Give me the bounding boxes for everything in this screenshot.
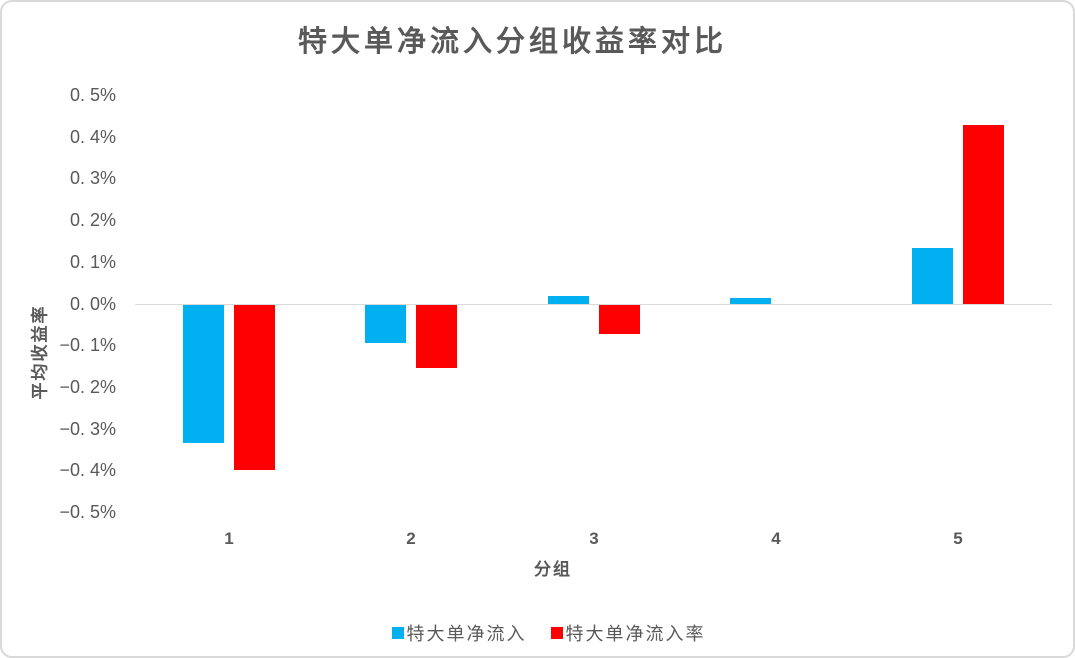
bar-group1-series1	[234, 305, 275, 470]
plot-area	[135, 95, 1052, 512]
y-tick-label: 0. 5%	[69, 85, 116, 105]
y-tick-label: 0. 3%	[69, 168, 116, 188]
x-tick-label-5: 5	[953, 529, 963, 548]
bar-group3-series1	[599, 305, 640, 334]
legend-label: 特大单净流入率	[565, 624, 706, 644]
x-axis-line	[135, 304, 1052, 305]
legend-swatch-icon	[550, 627, 563, 639]
x-tick-label-4: 4	[771, 529, 781, 548]
legend: 特大单净流入 特大单净流入率	[2, 620, 1073, 646]
y-tick-label: −0. 1%	[59, 335, 116, 355]
legend-label: 特大单净流入	[406, 624, 527, 644]
bar-group2-series1	[416, 305, 457, 368]
y-tick-label: −0. 2%	[59, 377, 116, 397]
bar-group5-series1	[963, 125, 1004, 304]
bar-group3-series0	[548, 296, 589, 304]
legend-item-series0: 特大单净流入	[391, 620, 527, 646]
chart-title: 特大单净流入分组收益率对比	[297, 26, 727, 58]
x-tick-label-3: 3	[589, 529, 599, 548]
y-tick-label: −0. 3%	[59, 419, 116, 439]
bar-group1-series0	[183, 305, 224, 443]
legend-item-series1: 特大单净流入率	[550, 620, 706, 646]
y-tick-label: 0. 2%	[69, 210, 116, 230]
bar-group5-series0	[912, 248, 953, 304]
y-tick-label: 0. 1%	[69, 252, 116, 272]
y-tick-label: −0. 5%	[59, 502, 116, 522]
y-tick-label: 0. 0%	[69, 294, 116, 314]
bar-group2-series0	[365, 305, 406, 343]
x-tick-label-2: 2	[406, 529, 416, 548]
legend-swatch-icon	[391, 627, 404, 639]
bar-group4-series0	[730, 298, 771, 304]
x-tick-label-1: 1	[224, 529, 234, 548]
y-tick-label: −0. 4%	[59, 460, 116, 480]
x-axis-title: 分组	[534, 560, 572, 579]
y-tick-label: 0. 4%	[69, 127, 116, 147]
